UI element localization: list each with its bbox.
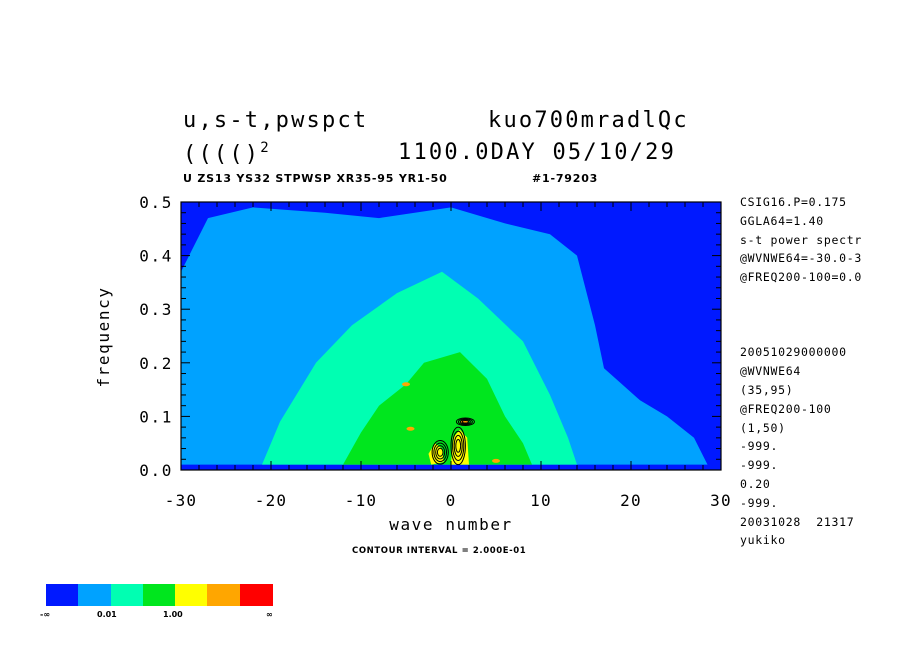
y-tick-label: 0.1 bbox=[139, 407, 173, 426]
x-axis-label: wave number bbox=[389, 515, 513, 534]
title-line2-left: (((()2 bbox=[183, 140, 271, 167]
x-tick-label: 10 bbox=[530, 491, 552, 510]
side-info-line: @WVNWE64 bbox=[740, 364, 801, 379]
x-tick-label: -20 bbox=[255, 491, 288, 510]
x-tick-label: -30 bbox=[165, 491, 198, 510]
y-tick-label: 0.3 bbox=[139, 300, 173, 319]
subtitle-left: U ZS13 YS32 STPWSP XR35-95 YR1-50 bbox=[183, 172, 448, 185]
side-info-line: -999. bbox=[740, 439, 779, 454]
side-info-line: 20031028 21317 bbox=[740, 514, 855, 529]
side-info-line: @WVNWE64=-30.0-3 bbox=[740, 251, 862, 266]
colorbar-swatch bbox=[78, 584, 112, 606]
contour-line bbox=[431, 440, 449, 465]
colorbar bbox=[46, 584, 273, 606]
title-line2-text: (((() bbox=[183, 142, 261, 167]
y-tick-label: 0.0 bbox=[139, 461, 173, 480]
colorbar-label-0.01: 0.01 bbox=[97, 610, 117, 619]
contour-line bbox=[436, 447, 444, 457]
contour-line bbox=[435, 445, 446, 460]
side-info-line: GGLA64=1.40 bbox=[740, 213, 824, 228]
contour-interval-label: CONTOUR INTERVAL = 2.000E-01 bbox=[352, 546, 527, 556]
colorbar-swatch bbox=[207, 584, 241, 606]
side-info-line: -999. bbox=[740, 458, 779, 473]
subtitle-right: #1-79203 bbox=[532, 172, 599, 185]
contour-line bbox=[452, 430, 465, 461]
title-right: kuo700mradlQc bbox=[488, 108, 689, 133]
x-tick-label: 30 bbox=[710, 491, 732, 510]
contour-line bbox=[453, 434, 463, 457]
colorbar-swatch bbox=[175, 584, 209, 606]
side-info-line: (1,50) bbox=[740, 420, 786, 435]
title-line2-right: 1100.0DAY 05/10/29 bbox=[398, 140, 677, 165]
heatmap-hotspot bbox=[406, 426, 415, 431]
x-tick-label: -10 bbox=[345, 491, 378, 510]
axes: -30 -20 -10 0 10 20 30 0.0 0.1 0.2 0.3 0.4 0.5 bbox=[139, 193, 732, 510]
title-line2-superscript: 2 bbox=[260, 140, 271, 156]
x-tick-label: 0 bbox=[446, 491, 457, 510]
side-info-line: @FREQ200-100 bbox=[740, 401, 832, 416]
contour-line bbox=[457, 418, 473, 426]
contour-line bbox=[450, 426, 466, 466]
colorbar-swatch bbox=[110, 584, 144, 606]
heatmap-hotspot bbox=[402, 382, 410, 387]
side-info-line: 20051029000000 bbox=[740, 345, 847, 360]
contour-line bbox=[455, 438, 462, 453]
contour-line bbox=[433, 442, 448, 463]
side-info-line: @FREQ200-100=0.0 bbox=[740, 270, 862, 285]
colorbar-label-pos-inf: ∞ bbox=[266, 610, 273, 619]
contour-line bbox=[461, 419, 469, 424]
side-info-line: yukiko bbox=[740, 533, 786, 548]
heatmap-hotspot bbox=[492, 458, 500, 463]
colorbar-swatch bbox=[46, 584, 79, 606]
contour-line bbox=[459, 419, 471, 425]
colorbar-swatch bbox=[239, 584, 273, 606]
x-tick-label: 20 bbox=[620, 491, 642, 510]
side-info-line: CSIG16.P=0.175 bbox=[740, 195, 847, 209]
plot-area bbox=[181, 202, 721, 470]
side-info-line: s-t power spectr bbox=[740, 232, 862, 247]
side-info-line: -999. bbox=[740, 495, 779, 510]
side-info-panel: CSIG16.P=0.175 GGLA64=1.40 s-t power spect… bbox=[740, 193, 862, 550]
colorbar-label-neg-inf: -∞ bbox=[40, 610, 50, 619]
side-info-line: 0.20 bbox=[740, 476, 771, 491]
y-axis-label: frequency bbox=[94, 286, 113, 387]
colorbar-swatch bbox=[142, 584, 176, 606]
y-tick-label: 0.4 bbox=[139, 247, 173, 266]
colorbar-label-1.00: 1.00 bbox=[163, 610, 183, 619]
contour-line bbox=[455, 417, 475, 427]
heatmap-region-core bbox=[343, 352, 532, 465]
y-tick-label: 0.5 bbox=[139, 193, 173, 212]
side-info-line: (35,95) bbox=[740, 382, 794, 397]
y-tick-label: 0.2 bbox=[139, 354, 173, 373]
title-left: u,s-t,pwspct bbox=[183, 108, 369, 133]
